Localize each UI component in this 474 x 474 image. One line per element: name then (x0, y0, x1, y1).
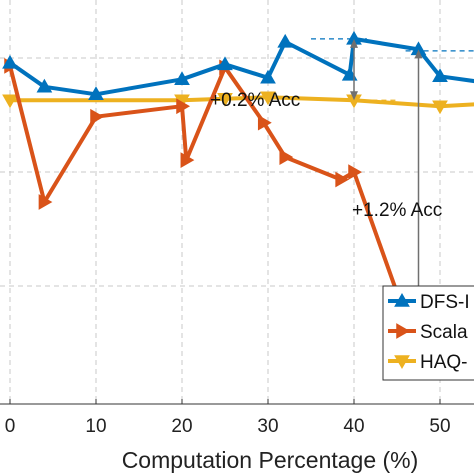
data-point (180, 152, 195, 168)
data-point (432, 100, 448, 115)
data-point (38, 194, 53, 210)
arrow-head (350, 38, 358, 48)
annotations: +0.2% Acc +1.2% Acc (210, 38, 442, 354)
x-tick-label: 30 (257, 416, 278, 437)
legend: DFS-I Scala HAQ- (382, 285, 474, 381)
data-point (279, 149, 294, 165)
legend-item: Scala (388, 322, 468, 343)
data-point (396, 323, 411, 339)
x-tick-label: 10 (85, 416, 106, 437)
series-dfs-i (2, 30, 474, 101)
data-point (36, 78, 53, 93)
data-point (217, 56, 233, 71)
legend-item: HAQ- (388, 352, 468, 373)
x-axis-label: Computation Percentage (%) (122, 447, 419, 473)
data-point (88, 86, 104, 101)
x-tick-label: 40 (343, 416, 364, 437)
legend-label: DFS-I (420, 292, 470, 313)
x-tick-label: 20 (171, 416, 192, 437)
data-point (174, 71, 190, 86)
data-point (257, 114, 272, 131)
data-point (90, 108, 105, 125)
data-point (432, 68, 448, 83)
x-tick-label: 50 (429, 416, 450, 437)
series-line (8, 36, 474, 97)
data-point (260, 91, 276, 106)
data-point (394, 355, 410, 370)
data-point (348, 164, 363, 180)
legend-label: HAQ- (420, 352, 468, 373)
data-point (394, 292, 410, 307)
data-point (2, 54, 18, 69)
series-group (2, 30, 474, 361)
arrow-head (414, 49, 423, 59)
data-point (341, 66, 358, 81)
annotation-label: +1.2% Acc (352, 200, 442, 221)
data-point (176, 98, 191, 115)
x-tick-label: 0 (5, 416, 16, 437)
data-point (2, 94, 18, 109)
arrow-head (350, 91, 358, 101)
data-point (217, 93, 233, 107)
data-point (335, 171, 350, 188)
legend-label: Scala (420, 322, 468, 343)
x-axis-ticks: 0102030405060 (5, 399, 451, 437)
data-point (260, 69, 276, 84)
data-point (277, 33, 294, 48)
legend-item: DFS-I (388, 292, 470, 313)
annotation-label: +0.2% Acc (210, 90, 300, 111)
series-line (10, 95, 474, 109)
grid (0, 0, 474, 405)
